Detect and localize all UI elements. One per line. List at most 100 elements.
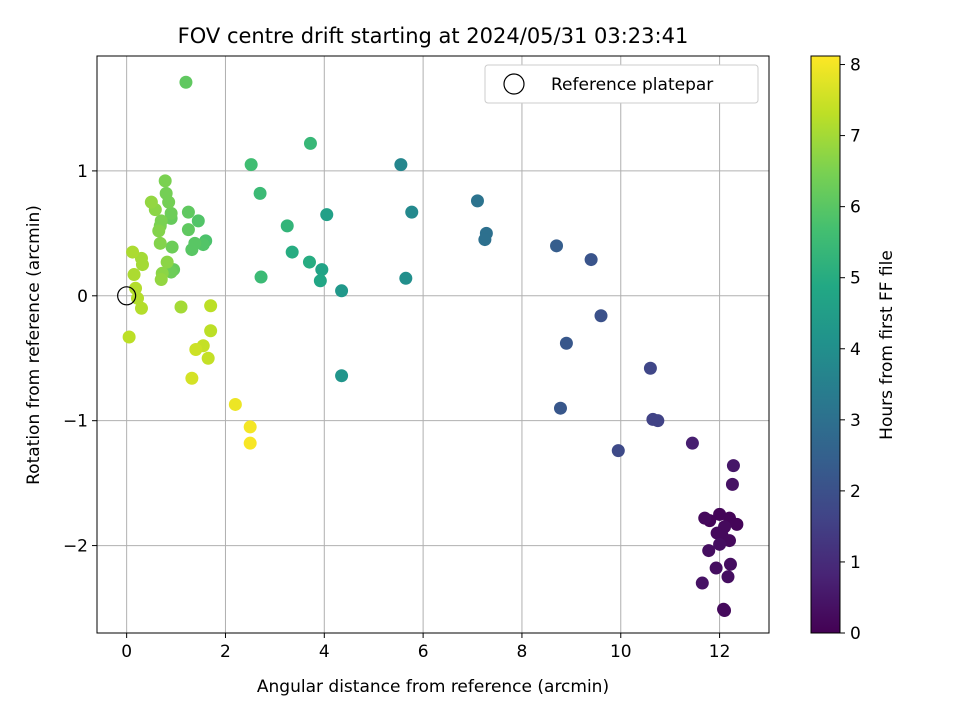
scatter-point <box>394 158 408 172</box>
x-tick-label: 10 <box>610 642 632 662</box>
scatter-point <box>159 186 173 200</box>
scatter-point <box>584 253 598 267</box>
scatter-point <box>302 255 316 269</box>
scatter-point <box>189 342 203 356</box>
data-points <box>117 75 744 618</box>
scatter-point <box>185 371 199 385</box>
scatter-point <box>243 420 257 434</box>
plot-frame <box>96 55 770 634</box>
colorbar-tick-label: 3 <box>850 411 861 431</box>
colorbar-label: Hours from first FF file <box>877 250 897 440</box>
legend-label: Reference platepar <box>551 75 713 95</box>
scatter-point <box>313 274 327 288</box>
scatter-point <box>181 205 195 219</box>
scatter-point <box>303 136 317 150</box>
y-axis-ticks: −2 −1 0 1 <box>63 162 97 557</box>
scatter-point <box>122 330 136 344</box>
scatter-point <box>152 224 166 238</box>
scatter-point <box>695 576 709 590</box>
legend: Reference platepar <box>484 64 759 104</box>
colorbar-tick-label: 4 <box>850 340 861 360</box>
chart-title: FOV centre drift starting at 2024/05/31 … <box>178 24 689 48</box>
scatter-point <box>280 219 294 233</box>
scatter-point <box>134 301 148 315</box>
colorbar-gradient <box>810 55 841 634</box>
y-tick-label: −1 <box>63 412 88 432</box>
colorbar-tick-label: 2 <box>850 482 861 502</box>
scatter-point <box>153 236 167 250</box>
scatter-point <box>204 299 218 313</box>
y-tick-label: 0 <box>77 287 88 307</box>
y-axis-label: Rotation from reference (arcmin) <box>24 205 44 485</box>
scatter-point <box>594 309 608 323</box>
scatter-point <box>320 208 334 222</box>
x-tick-label: 6 <box>418 642 429 662</box>
scatter-point <box>559 336 573 350</box>
y-tick-label: 1 <box>77 162 88 182</box>
scatter-point <box>174 300 188 314</box>
scatter-point <box>646 412 660 426</box>
scatter-point <box>164 206 178 220</box>
scatter-point <box>165 240 179 254</box>
scatter-point <box>243 436 257 450</box>
scatter-point <box>154 273 168 287</box>
colorbar-tick-label: 8 <box>850 56 861 76</box>
scatter-point <box>315 263 329 277</box>
scatter-point <box>254 270 268 284</box>
colorbar: 0 1 2 3 4 5 6 7 8 Hours from first FF file <box>810 55 897 644</box>
scatter-point <box>611 444 625 458</box>
scatter-point <box>713 537 727 551</box>
scatter-point <box>129 281 143 295</box>
scatter-point <box>181 223 195 237</box>
colorbar-tick-label: 0 <box>850 624 861 644</box>
scatter-point <box>179 75 193 89</box>
y-tick-label: −2 <box>63 537 88 557</box>
scatter-point <box>399 271 413 285</box>
scatter-point <box>722 534 736 548</box>
x-tick-label: 8 <box>517 642 528 662</box>
scatter-point <box>725 477 739 491</box>
x-tick-label: 2 <box>220 642 231 662</box>
scatter-point <box>713 507 727 521</box>
scatter-point <box>127 268 141 282</box>
x-tick-label: 4 <box>319 642 330 662</box>
scatter-point <box>191 214 205 228</box>
scatter-point <box>405 205 419 219</box>
scatter-point <box>730 517 744 531</box>
x-tick-label: 0 <box>121 642 132 662</box>
scatter-point <box>185 243 199 257</box>
grid <box>97 56 769 633</box>
colorbar-ticks: 0 1 2 3 4 5 6 7 8 <box>840 56 861 644</box>
scatter-point <box>144 195 158 209</box>
scatter-point <box>726 459 740 473</box>
colorbar-tick-label: 5 <box>850 269 861 289</box>
scatter-point <box>135 258 149 272</box>
legend-marker-reference <box>503 73 525 95</box>
colorbar-tick-label: 6 <box>850 198 861 218</box>
scatter-point <box>685 436 699 450</box>
scatter-point <box>553 401 567 415</box>
scatter-point <box>244 158 258 172</box>
scatter-point <box>723 557 737 571</box>
reference-platepar-point <box>117 286 137 306</box>
x-tick-label: 12 <box>709 642 731 662</box>
x-axis-label: Angular distance from reference (arcmin) <box>257 677 609 697</box>
scatter-point <box>717 602 731 616</box>
scatter-point <box>698 511 712 525</box>
scatter-point <box>470 194 484 208</box>
scatter-point <box>204 324 218 338</box>
scatter-point <box>478 233 492 247</box>
scatter-point <box>201 351 215 365</box>
scatter-point <box>253 186 267 200</box>
scatter-point <box>228 397 242 411</box>
x-axis-ticks: 0 2 4 6 8 10 12 <box>121 633 730 662</box>
scatter-point <box>335 369 349 383</box>
scatter-point <box>160 255 174 269</box>
scatter-point <box>702 544 716 558</box>
scatter-point <box>550 239 564 253</box>
scatter-point <box>335 284 349 298</box>
scatter-point <box>285 245 299 259</box>
scatter-point <box>709 561 723 575</box>
